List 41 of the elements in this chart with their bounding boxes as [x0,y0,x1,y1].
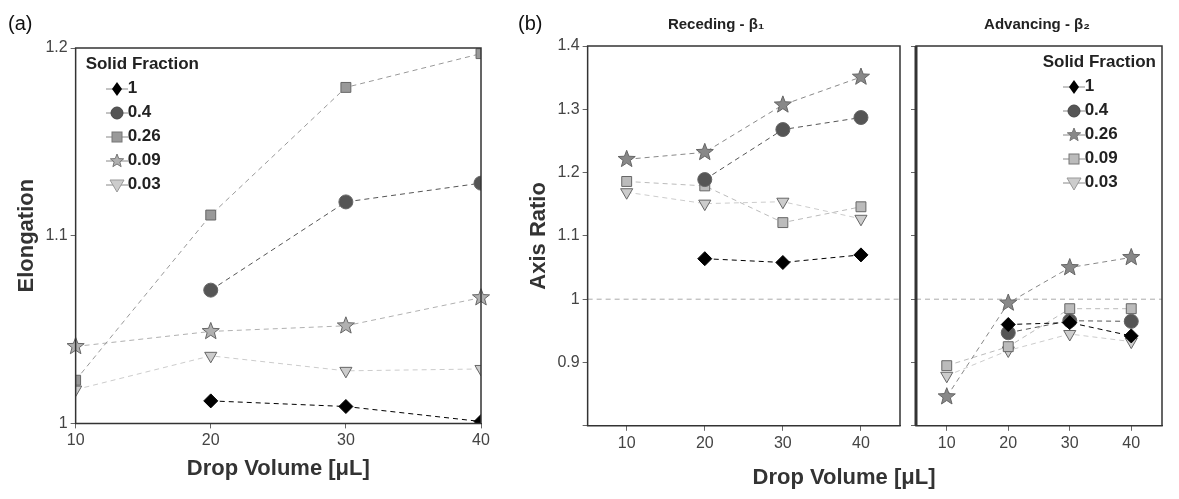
x-tick-label: 40 [1122,433,1141,451]
x-tick-label: 20 [999,433,1018,451]
x-tick-label: 20 [695,433,714,451]
x-tick-label: 10 [66,431,85,449]
legend-label: 0.4 [127,102,152,121]
y-tick-label: 1.2 [557,163,580,181]
y-tick-label: 1.1 [557,226,580,244]
legend-label: 0.09 [127,150,161,169]
legend-label: 0.26 [1084,124,1118,143]
x-tick-label: 10 [617,433,636,451]
y-axis-title: Elongation [13,178,39,293]
y-tick-label: 1.3 [557,99,580,117]
x-tick-label: 40 [852,433,870,451]
y-tick-label: 1 [570,289,580,307]
x-axis-title: Drop Volume [μL] [186,454,370,480]
legend-label: 0.4 [1084,100,1109,119]
legend-label: 1 [1084,76,1095,95]
x-tick-label: 40 [472,431,490,449]
text: (a) [8,12,33,35]
y-tick-label: 1.2 [45,38,68,56]
x-tick-label: 10 [937,433,956,451]
legend-title: Solid Fraction [85,54,199,74]
y-tick-label: 1 [58,413,68,431]
x-tick-label: 30 [336,431,355,449]
legend-label: 0.09 [1084,148,1118,167]
x-tick-label: 30 [773,433,792,451]
x-tick-label: 30 [1060,433,1079,451]
legend-label: 1 [127,78,138,97]
x-axis-title: Drop Volume [μL] [751,464,937,490]
y-tick-label: 1.4 [557,36,580,54]
chart-title: Receding - β₁ [667,15,765,33]
x-tick-label: 20 [201,431,220,449]
text: (b) [518,12,543,35]
y-tick-label: 0.9 [557,352,580,370]
y-tick-label: 1.1 [45,226,68,244]
legend-title: Solid Fraction [1042,52,1156,72]
y-axis-title: Axis Ratio [525,182,551,290]
legend-label: 0.03 [127,174,161,193]
legend-label: 0.03 [1084,172,1118,191]
chart-title: Advancing - β₂ [984,15,1090,33]
legend-label: 0.26 [127,126,161,145]
